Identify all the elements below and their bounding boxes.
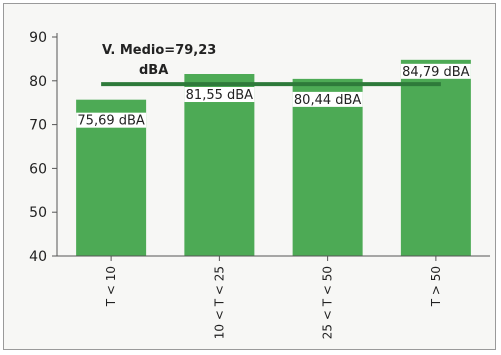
y-tick-label: 60 bbox=[29, 161, 47, 177]
value-label-box bbox=[292, 91, 363, 107]
bar-chart: 40 50 60 70 80 90 75,69 dBA 81,55 dBA 80,44 dBA… bbox=[29, 30, 490, 339]
value-label-box bbox=[400, 63, 471, 79]
value-label-box bbox=[184, 87, 255, 103]
y-axis: 40 50 60 70 80 90 bbox=[29, 30, 58, 265]
bar bbox=[400, 59, 471, 257]
value-label: 75,69 dBA bbox=[77, 114, 145, 129]
bars bbox=[76, 59, 471, 257]
mean-annotation-line1: V. Medio=79,23 bbox=[102, 43, 216, 58]
x-tick-label: 10 < T < 25 bbox=[212, 266, 226, 339]
chart-frame: 40 50 60 70 80 90 75,69 dBA 81,55 dBA 80,44 dBA… bbox=[3, 3, 496, 350]
x-axis: T < 10 10 < T < 25 25 < T < 50 T > 50 bbox=[57, 255, 490, 339]
y-tick-label: 40 bbox=[29, 249, 47, 265]
value-labels: 75,69 dBA 81,55 dBA 80,44 dBA 84,79 dBA bbox=[76, 63, 471, 129]
y-tick-label: 90 bbox=[29, 30, 47, 46]
x-tick-label: 25 < T < 50 bbox=[321, 266, 335, 339]
mean-annotation-line2: dBA bbox=[139, 63, 168, 78]
value-label: 84,79 dBA bbox=[402, 65, 470, 80]
value-label: 80,44 dBA bbox=[294, 93, 362, 108]
x-tick-label: T < 10 bbox=[104, 266, 118, 307]
value-label-box bbox=[76, 112, 147, 128]
bar bbox=[184, 74, 255, 256]
bar bbox=[292, 78, 363, 256]
x-tick-label: T > 50 bbox=[429, 266, 443, 307]
value-label: 81,55 dBA bbox=[186, 88, 254, 103]
y-tick-label: 50 bbox=[29, 205, 47, 221]
y-tick-label: 80 bbox=[29, 74, 47, 90]
y-tick-label: 70 bbox=[29, 118, 47, 134]
